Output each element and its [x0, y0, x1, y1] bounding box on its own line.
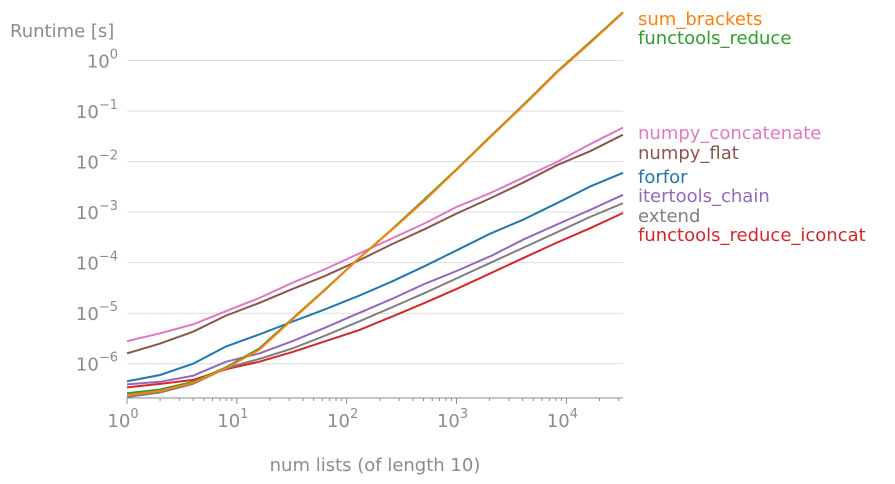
y-tick-exponent: −1 [99, 98, 118, 113]
legend-label-numpy-concatenate: numpy_concatenate [638, 123, 821, 144]
y-tick-label: 10−3 [76, 199, 118, 224]
x-tick-exponent: 4 [570, 407, 578, 422]
series-line-extend [126, 202, 624, 398]
x-tick-exponent: 3 [460, 407, 468, 422]
series-line-sum-brackets [126, 12, 624, 397]
y-tick-base: 10 [76, 355, 99, 376]
legend-label-numpy-flat: numpy_flat [638, 143, 739, 164]
y-tick-exponent: −3 [99, 199, 118, 214]
series-line-functools-reduce [126, 11, 624, 395]
series-line-numpy-flat [126, 133, 624, 355]
x-tick-label: 103 [437, 407, 468, 432]
y-tick-exponent: −5 [99, 300, 118, 315]
x-tick-base: 10 [327, 411, 350, 432]
x-tick-base: 10 [107, 411, 130, 432]
y-tick-base: 10 [76, 203, 99, 224]
y-tick-base: 10 [76, 304, 99, 325]
y-tick-label: 10−1 [76, 98, 118, 123]
x-tick-exponent: 1 [240, 407, 248, 422]
legend-label-sum-brackets: sum_brackets [638, 9, 762, 30]
x-tick-exponent: 2 [350, 407, 358, 422]
x-tick-label: 101 [217, 407, 248, 432]
y-tick-exponent: −6 [99, 351, 118, 366]
x-tick-base: 10 [217, 411, 240, 432]
y-tick-exponent: 0 [110, 48, 118, 63]
y-tick-label: 10−5 [76, 300, 118, 325]
y-tick-base: 10 [76, 254, 99, 275]
y-tick-base: 10 [76, 153, 99, 174]
x-axis-title: num lists (of length 10) [270, 455, 481, 476]
x-tick-base: 10 [437, 411, 460, 432]
series-line-forfor [126, 171, 624, 383]
legend-label-functools-reduce: functools_reduce [638, 28, 791, 49]
y-tick-exponent: −2 [99, 149, 118, 164]
series-line-functools-reduce-iconcat [126, 212, 624, 389]
x-axis-ticks: 100 101 102 103 104 [107, 398, 620, 432]
series-line-numpy-concatenate [126, 126, 624, 343]
legend-label-extend: extend [638, 206, 700, 227]
y-tick-base: 10 [76, 102, 99, 123]
x-tick-base: 10 [547, 411, 570, 432]
y-axis-title: Runtime [s] [10, 21, 114, 42]
gridlines [127, 60, 623, 365]
legend-label-functools-reduce-iconcat: functools_reduce_iconcat [638, 225, 866, 246]
series-line-itertools-chain [126, 193, 624, 386]
y-tick-label: 10−2 [76, 149, 118, 174]
y-tick-label: 10−6 [76, 351, 118, 376]
x-tick-label: 100 [107, 407, 138, 432]
y-tick-exponent: −4 [99, 250, 118, 265]
y-tick-label: 100 [87, 48, 118, 73]
x-tick-label: 104 [547, 407, 578, 432]
y-tick-label: 10−4 [76, 250, 118, 275]
legend-label-itertools-chain: itertools_chain [638, 186, 770, 207]
x-tick-label: 102 [327, 407, 358, 432]
series-lines [126, 11, 624, 398]
y-tick-base: 10 [87, 52, 110, 73]
legend-label-forfor: forfor [638, 167, 688, 188]
x-tick-exponent: 0 [130, 407, 138, 422]
